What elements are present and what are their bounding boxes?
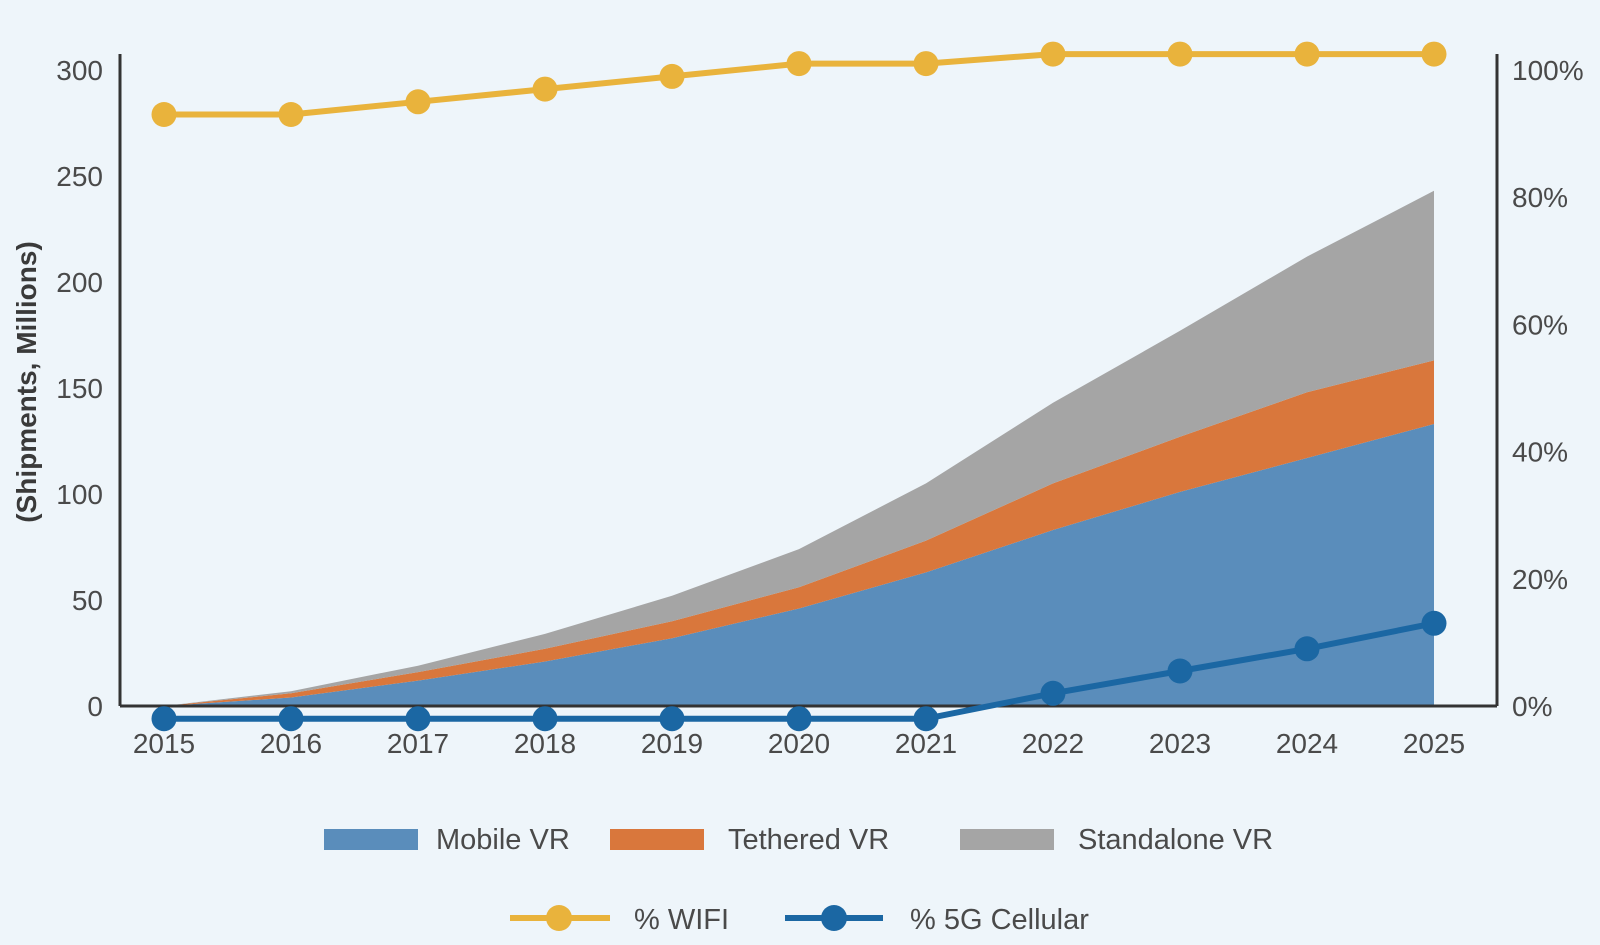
y2-tick-label: 80% [1512, 182, 1568, 213]
legend-marker-wifi [546, 905, 572, 931]
legend-label-mobile-vr: Mobile VR [436, 824, 570, 856]
x-tick-label: 2018 [514, 728, 576, 759]
marker-wifi-2015 [151, 102, 177, 127]
marker-wifi-2020 [786, 51, 812, 77]
marker-5g-cellular-2021 [913, 706, 939, 732]
legend-label-wifi: % WIFI [634, 904, 729, 936]
y-tick-label: 200 [56, 267, 103, 298]
marker-5g-cellular-2019 [659, 706, 685, 732]
y-tick-label: 150 [56, 373, 103, 404]
marker-5g-cellular-2023 [1167, 658, 1193, 684]
y2-tick-label: 0% [1512, 691, 1552, 722]
y-tick-label: 0 [87, 691, 103, 722]
marker-5g-cellular-2018 [532, 706, 558, 732]
x-tick-label: 2021 [895, 728, 957, 759]
area-mobile-vr [164, 424, 1434, 706]
x-tick-label: 2019 [641, 728, 703, 759]
x-tick-label: 2017 [387, 728, 449, 759]
marker-5g-cellular-2024 [1294, 636, 1320, 662]
marker-wifi-2025 [1421, 41, 1447, 67]
y-axis-title: (Shipments, Millions) [11, 241, 42, 523]
marker-5g-cellular-2016 [278, 706, 304, 732]
marker-5g-cellular-2017 [405, 706, 431, 732]
stacked-areas [164, 190, 1434, 707]
marker-wifi-2023 [1167, 41, 1193, 67]
x-tick-label: 2015 [133, 728, 195, 759]
percentage-lines [151, 41, 1447, 732]
x-tick-label: 2024 [1276, 728, 1338, 759]
axis-labels: 0 50 100 150 200 250 300 0% 20% 40% 60% 80% 100% 2015… [11, 55, 1584, 759]
x-tick-label: 2023 [1149, 728, 1211, 759]
y-tick-label: 250 [56, 161, 103, 192]
y2-tick-label: 100% [1512, 55, 1584, 86]
marker-5g-cellular-2015 [151, 706, 177, 732]
legend-marker-5g-cellular [821, 905, 847, 931]
axes [118, 54, 1499, 708]
legend-label-tethered-vr: Tethered VR [728, 824, 889, 856]
marker-wifi-2017 [405, 89, 431, 115]
y2-tick-label: 40% [1512, 437, 1568, 468]
y-tick-label: 50 [72, 585, 103, 616]
marker-5g-cellular-2022 [1040, 680, 1066, 706]
x-tick-label: 2016 [260, 728, 322, 759]
marker-5g-cellular-2025 [1421, 610, 1447, 636]
y2-tick-label: 60% [1512, 309, 1568, 340]
area-tethered-vr [164, 360, 1434, 706]
x-tick-label: 2025 [1403, 728, 1465, 759]
legend-label-standalone-vr: Standalone VR [1078, 824, 1273, 856]
y2-tick-label: 20% [1512, 564, 1568, 595]
marker-wifi-2024 [1294, 41, 1320, 67]
y-tick-label: 100 [56, 479, 103, 510]
marker-wifi-2022 [1040, 41, 1066, 67]
legend-label-5g-cellular: % 5G Cellular [910, 904, 1089, 936]
marker-wifi-2016 [278, 102, 304, 127]
y-tick-label: 300 [56, 55, 103, 86]
legend: Mobile VR Tethered VR Standalone VR % WIFI%… [324, 824, 1273, 936]
marker-5g-cellular-2020 [786, 706, 812, 732]
legend-swatch-standalone-vr [960, 829, 1054, 850]
marker-wifi-2021 [913, 51, 939, 77]
x-tick-label: 2020 [768, 728, 830, 759]
marker-wifi-2018 [532, 76, 558, 102]
legend-swatch-tethered-vr [610, 829, 704, 850]
x-tick-label: 2022 [1022, 728, 1084, 759]
marker-wifi-2019 [659, 63, 685, 89]
legend-swatch-mobile-vr [324, 829, 418, 850]
